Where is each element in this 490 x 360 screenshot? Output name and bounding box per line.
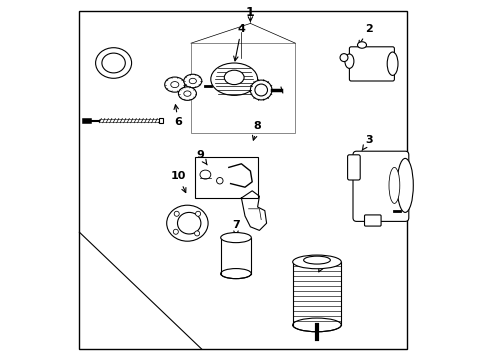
Text: 10: 10 <box>171 171 186 193</box>
Text: 6: 6 <box>174 105 182 127</box>
Ellipse shape <box>184 91 191 96</box>
Ellipse shape <box>293 255 342 269</box>
Ellipse shape <box>211 63 258 95</box>
Ellipse shape <box>220 269 251 279</box>
FancyBboxPatch shape <box>365 215 381 226</box>
Ellipse shape <box>255 84 268 96</box>
Ellipse shape <box>200 170 211 179</box>
FancyBboxPatch shape <box>353 151 409 221</box>
Ellipse shape <box>167 205 208 241</box>
Text: 7: 7 <box>232 220 240 236</box>
Ellipse shape <box>358 42 367 48</box>
Text: 2: 2 <box>359 24 373 45</box>
Ellipse shape <box>171 82 179 87</box>
Ellipse shape <box>397 158 413 212</box>
Bar <box>195 157 258 198</box>
Ellipse shape <box>189 78 196 84</box>
Text: 4: 4 <box>234 24 245 61</box>
Ellipse shape <box>345 54 354 68</box>
Text: 5: 5 <box>319 256 328 272</box>
Ellipse shape <box>184 74 202 88</box>
Ellipse shape <box>304 256 330 264</box>
Ellipse shape <box>340 54 348 62</box>
Ellipse shape <box>178 87 196 100</box>
Text: 8: 8 <box>252 121 262 140</box>
Ellipse shape <box>387 52 398 76</box>
Ellipse shape <box>220 233 251 243</box>
Bar <box>159 118 163 123</box>
FancyBboxPatch shape <box>347 155 360 180</box>
Circle shape <box>173 229 178 234</box>
Ellipse shape <box>217 177 223 184</box>
Ellipse shape <box>250 80 272 100</box>
Ellipse shape <box>96 48 132 78</box>
Ellipse shape <box>165 77 185 92</box>
Ellipse shape <box>177 212 201 234</box>
Text: 1: 1 <box>246 6 255 19</box>
Text: 3: 3 <box>362 135 373 150</box>
Circle shape <box>174 211 179 216</box>
Bar <box>191 43 295 133</box>
Text: 9: 9 <box>196 150 207 165</box>
Ellipse shape <box>293 318 342 332</box>
Circle shape <box>195 231 199 236</box>
Ellipse shape <box>102 53 125 73</box>
Circle shape <box>196 211 200 216</box>
FancyBboxPatch shape <box>349 47 394 81</box>
Ellipse shape <box>224 70 244 85</box>
Ellipse shape <box>389 167 400 203</box>
